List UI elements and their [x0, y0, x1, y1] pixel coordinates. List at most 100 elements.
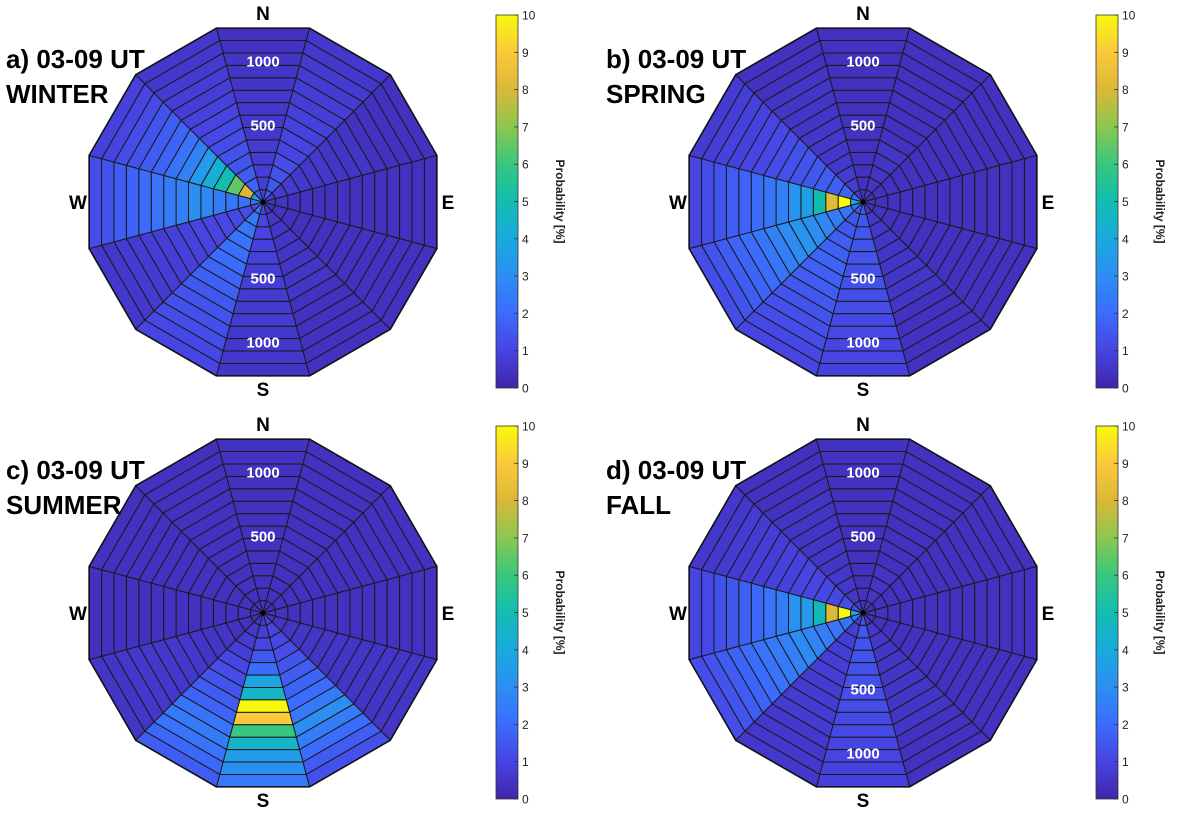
compass-label-north: N — [256, 4, 270, 25]
colorbar-tick-label: 3 — [1122, 681, 1129, 695]
sector-cell — [88, 154, 103, 250]
panel-label: b) 03-09 UT — [606, 44, 747, 74]
sector-cell — [750, 171, 765, 233]
sector-cell — [219, 350, 307, 364]
sector-cell — [242, 674, 284, 689]
colorbar-label: Probability [%] — [1153, 159, 1167, 243]
sector-cell — [249, 151, 277, 166]
panel-title: c) 03-09 UT SUMMER — [6, 453, 145, 523]
colorbar-tick-label: 5 — [1122, 606, 1129, 620]
rose-outline — [688, 27, 1038, 377]
sector-cell — [701, 569, 715, 657]
sector-cell — [175, 178, 189, 226]
sector-cell — [845, 550, 881, 564]
sector-cells — [688, 27, 1038, 377]
sector-cells — [688, 438, 1038, 788]
sector-cells — [88, 438, 438, 788]
sector-cell — [374, 579, 388, 647]
wind-rose-chart: 500 500 1000 1000 N S W E 0 1 2 3 4 5 6 7 8 9 10 Probabilit… — [669, 415, 1167, 812]
sector-cell — [138, 579, 152, 647]
rose-outline — [88, 27, 438, 377]
colorbar-tick-label: 6 — [1122, 569, 1129, 583]
sector-cell — [386, 575, 401, 651]
sector-cell — [713, 161, 727, 243]
colorbar-tick-label: 4 — [1122, 643, 1129, 657]
compass-label-north: N — [856, 4, 870, 25]
sector-cell — [849, 238, 877, 253]
sector-cell — [800, 595, 814, 631]
sector-cell — [337, 589, 351, 637]
colorbar-tick-label: 3 — [522, 270, 529, 284]
rose-outline — [688, 438, 1038, 788]
sector-cell — [924, 181, 939, 223]
colorbar-tick-label: 4 — [522, 643, 529, 657]
sector-cell — [125, 164, 140, 240]
compass-label-west: W — [69, 604, 87, 625]
sector-cell — [812, 599, 827, 627]
sector-cell — [815, 438, 911, 453]
sector-cell — [299, 599, 314, 627]
colorbar-tick-label: 9 — [1122, 46, 1129, 60]
colorbar-tick-label: 10 — [522, 9, 536, 23]
colorbar-tick-label: 8 — [522, 494, 529, 508]
sector-cell — [937, 178, 951, 226]
radial-tick-label: 1000 — [846, 53, 879, 70]
sector-cell — [1011, 569, 1025, 657]
sector-cell — [125, 575, 140, 651]
sector-cell — [138, 168, 152, 236]
season-label: WINTER — [6, 79, 109, 109]
colorbar-label: Probability [%] — [553, 159, 567, 243]
wind-rose-chart: 500 1000 N S W E 0 1 2 3 4 5 6 7 8 9 10 Probability [%] — [69, 415, 567, 812]
colorbar-tick-label: 1 — [1122, 344, 1129, 358]
sector-cell — [374, 168, 388, 236]
compass-label-north: N — [856, 415, 870, 436]
radial-tick-label: 500 — [250, 529, 275, 546]
colorbar-tick-label: 7 — [1122, 120, 1129, 134]
sector-cell — [245, 550, 281, 564]
radial-tick-label: 1000 — [246, 464, 279, 481]
colorbar-label: Probability [%] — [1153, 570, 1167, 654]
sector-cell — [361, 171, 376, 233]
sector-cell — [738, 579, 752, 647]
colorbar-tick-label: 1 — [522, 755, 529, 769]
sector-cell — [232, 500, 294, 515]
colorbar-tick-label: 9 — [522, 46, 529, 60]
sector-cell — [187, 181, 202, 223]
sector-cell — [725, 575, 740, 651]
sector-cell — [688, 154, 703, 250]
sector-cell — [215, 27, 311, 42]
colorbar-tick-label: 8 — [522, 83, 529, 97]
radial-tick-label: 500 — [850, 529, 875, 546]
sector-cell — [229, 77, 297, 91]
panel-title: a) 03-09 UT WINTER — [6, 42, 145, 112]
colorbar-tick-label: 0 — [522, 382, 529, 396]
sector-cell — [829, 724, 897, 738]
sector-cell — [249, 562, 277, 577]
sector-cell — [212, 599, 227, 627]
sector-cell — [312, 184, 326, 220]
panel-label: c) 03-09 UT — [6, 455, 145, 485]
sector-cell — [215, 773, 311, 788]
compass-label-south: S — [857, 380, 870, 401]
sector-cell — [245, 662, 281, 676]
sector-cell — [222, 749, 304, 763]
sector-cell — [845, 251, 881, 265]
sector-cell — [899, 599, 914, 627]
colorbar-tick-label: 9 — [1122, 457, 1129, 471]
sector-cell — [219, 40, 307, 54]
sector-cell — [225, 736, 301, 751]
sector-cell — [832, 89, 894, 104]
sector-cell — [815, 773, 911, 788]
sector-cell — [249, 649, 277, 664]
sector-cell — [829, 313, 897, 327]
colorbar-tick-label: 8 — [1122, 494, 1129, 508]
sector-cell — [819, 350, 907, 364]
sector-cell — [232, 300, 294, 315]
radial-tick-label: 500 — [850, 270, 875, 287]
colorbar-tick-label: 5 — [522, 606, 529, 620]
sector-cell — [899, 188, 914, 216]
wind-rose-chart: 500 500 1000 1000 N S W E 0 1 2 3 4 5 6 7 8 9 10 Probabilit… — [669, 4, 1167, 401]
colorbar-tick-label: 10 — [1122, 9, 1136, 23]
radial-tick-label: 1000 — [846, 464, 879, 481]
colorbar-tick-label: 5 — [522, 195, 529, 209]
